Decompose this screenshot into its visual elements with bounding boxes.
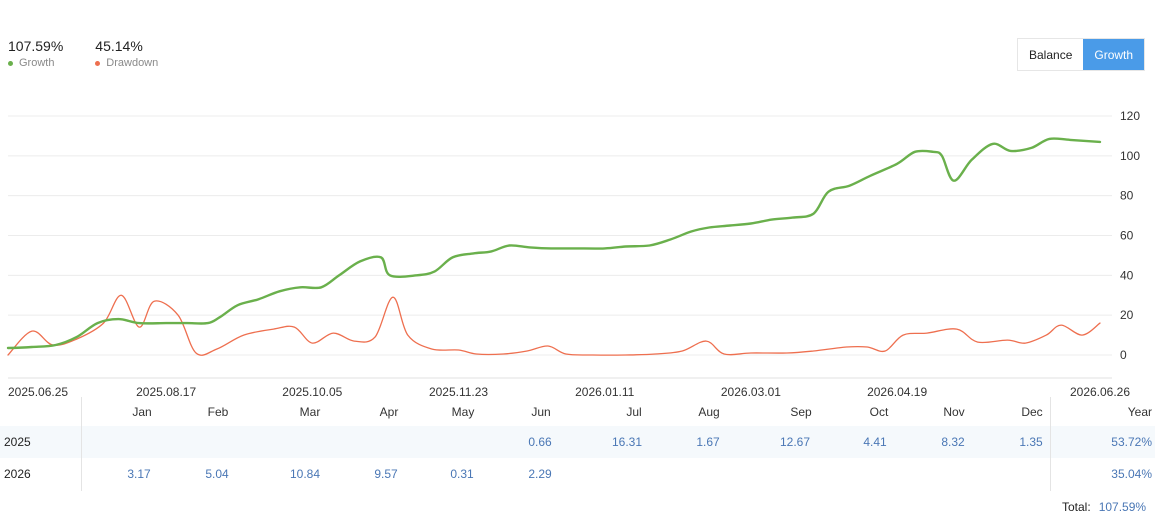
month-value[interactable]: 16.31 [611, 435, 643, 449]
growth-value: 107.59% [8, 38, 64, 54]
month-header: Jun [531, 405, 551, 419]
month-header: Nov [943, 405, 965, 419]
table-row: 2025 0.66 16.31 1.67 12.67 4.41 8.32 1.35 53.72% [0, 426, 1155, 458]
month-value[interactable]: 2.29 [528, 467, 552, 481]
x-tick-label: 2025.06.25 [8, 385, 68, 399]
y-tick-label: 120 [1120, 109, 1140, 123]
x-tick-label: 2025.08.17 [136, 385, 196, 399]
growth-button[interactable]: Growth [1083, 39, 1145, 70]
chart-series [6, 137, 1102, 356]
summary-stats: 107.59% Growth 45.14% Drawdown [8, 38, 158, 69]
x-tick-label: 2026.04.19 [867, 385, 927, 399]
table-divider-left [81, 397, 82, 491]
y-tick-label: 20 [1120, 308, 1134, 322]
month-value[interactable]: 0.66 [528, 435, 552, 449]
month-header: Aug [698, 405, 720, 419]
x-tick-label: 2026.01.11 [575, 385, 634, 399]
total-label: Total: [1062, 500, 1091, 514]
total-value: 107.59% [1098, 500, 1147, 514]
month-value[interactable]: 1.67 [696, 435, 720, 449]
y-tick-label: 80 [1120, 189, 1134, 203]
year-total: 53.72% [1111, 435, 1152, 449]
month-header: Apr [379, 405, 399, 419]
y-axis-ticks: 0 20 40 60 80 100 120 [1120, 109, 1140, 362]
month-value[interactable]: 9.57 [374, 467, 398, 481]
table-divider-right [1050, 397, 1051, 491]
drawdown-value: 45.14% [95, 38, 143, 54]
row-year-label: 2025 [4, 435, 31, 449]
drawdown-stat: 45.14% Drawdown [95, 38, 158, 69]
y-tick-label: 40 [1120, 268, 1134, 282]
month-value[interactable]: 8.32 [941, 435, 965, 449]
month-header: Mar [299, 405, 321, 419]
month-value[interactable]: 12.67 [779, 435, 811, 449]
month-value[interactable]: 0.31 [450, 467, 474, 481]
growth-dot-icon [8, 60, 13, 66]
year-header: Year [1127, 405, 1152, 419]
month-header: May [451, 405, 475, 419]
month-header: Jul [626, 405, 642, 419]
month-header: Jan [132, 405, 152, 419]
x-tick-label: 2026.06.26 [1070, 385, 1130, 399]
x-tick-label: 2026.03.01 [721, 385, 781, 399]
month-header: Feb [207, 405, 229, 419]
table-header-row: Jan Feb Mar Apr May Jun Jul Aug Sep Oct Nov Dec Year [0, 397, 1155, 425]
month-value[interactable]: 1.35 [1019, 435, 1043, 449]
year-total: 35.04% [1111, 467, 1152, 481]
growth-label: Growth [19, 57, 55, 69]
x-tick-label: 2025.11.23 [429, 385, 488, 399]
drawdown-label: Drawdown [106, 57, 159, 69]
table-total: Total: 107.59% [1062, 500, 1146, 514]
y-tick-label: 0 [1120, 348, 1127, 362]
x-tick-label: 2025.10.05 [282, 385, 342, 399]
month-header: Sep [790, 405, 812, 419]
chart-mode-toggle: Balance Growth [1017, 38, 1146, 71]
month-header: Dec [1021, 405, 1043, 419]
month-value[interactable]: 5.04 [205, 467, 229, 481]
drawdown-dot-icon [95, 60, 101, 66]
chart-grid [8, 115, 1112, 379]
month-value[interactable]: 3.17 [127, 467, 151, 481]
drawdown-series-line [7, 294, 1101, 356]
y-tick-label: 60 [1120, 229, 1134, 243]
balance-button[interactable]: Balance [1018, 39, 1084, 70]
month-header: Oct [869, 405, 889, 419]
growth-series-line [6, 137, 1102, 350]
y-tick-label: 100 [1120, 149, 1140, 163]
month-value[interactable]: 10.84 [289, 467, 321, 481]
month-value[interactable]: 4.41 [863, 435, 887, 449]
growth-stat: 107.59% Growth [8, 38, 63, 69]
x-axis-ticks: 2025.06.25 2025.08.17 2025.10.05 2025.11.23… [8, 385, 1130, 399]
table-row: 2026 3.17 5.04 10.84 9.57 0.31 2.29 35.04% [0, 458, 1155, 490]
row-year-label: 2026 [4, 467, 31, 481]
